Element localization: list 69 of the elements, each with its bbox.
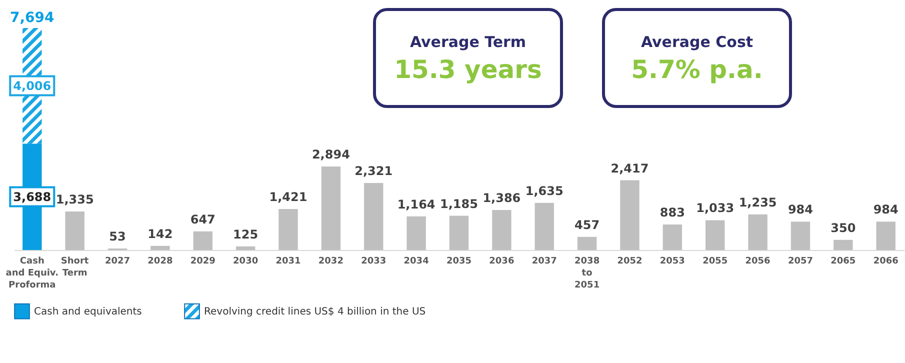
x-tick-label: 2034 <box>404 256 429 266</box>
x-tick-label: 2057 <box>788 256 814 266</box>
data-label: 1,335 <box>56 192 94 206</box>
bar <box>406 216 426 250</box>
data-label: 125 <box>233 227 258 242</box>
x-tick-label: 2032 <box>318 256 344 266</box>
x-tick-label: 2056 <box>745 256 770 266</box>
data-label: 883 <box>660 206 685 220</box>
bar <box>364 183 384 250</box>
data-label: 350 <box>830 220 856 235</box>
data-label: 1,235 <box>738 195 777 210</box>
bar <box>790 222 810 250</box>
data-label: 984 <box>788 202 814 217</box>
annotation: 5.7% p.a. <box>630 55 764 84</box>
bar <box>492 210 512 250</box>
data-label: 4,006 <box>13 78 52 93</box>
x-tick-label: 2027 <box>104 256 130 266</box>
x-tick-label: 2029 <box>190 256 216 266</box>
legend-label: Cash and equivalents <box>34 306 142 318</box>
bar <box>278 208 298 250</box>
data-label: 2,894 <box>312 147 350 162</box>
data-label: 142 <box>148 226 173 241</box>
annotation: Average Cost <box>640 33 754 51</box>
data-label: 3,688 <box>13 190 52 204</box>
annotation: Average Term <box>408 33 528 51</box>
data-label: 2,417 <box>610 161 649 176</box>
x-tick-label: 2052 <box>617 256 642 266</box>
data-label: 647 <box>190 212 216 226</box>
x-tick-label: 2033 <box>361 256 386 266</box>
bar <box>534 202 554 250</box>
bar <box>620 180 640 250</box>
x-tick-label: 2037 <box>532 256 557 266</box>
x-tick-label: 2036 <box>489 256 514 266</box>
legend-label: Revolving credit lines US$ 4 billion in the US <box>204 306 426 318</box>
total-label: 7,694 <box>10 10 55 26</box>
data-label: 1,164 <box>397 197 436 212</box>
data-label: 53 <box>109 229 126 244</box>
data-label: 1,185 <box>440 196 478 211</box>
bar <box>236 246 256 250</box>
data-label: 457 <box>574 218 600 232</box>
x-tick-label: 2053 <box>660 256 685 266</box>
bar <box>706 220 725 250</box>
x-tick-label: 2066 <box>873 256 898 266</box>
data-label: 1,635 <box>525 184 564 198</box>
x-tick-label: 2031 <box>276 256 301 266</box>
x-tick-label: 2065 <box>830 256 856 266</box>
x-tick-label: 2030 <box>233 256 258 266</box>
x-tick-label: 2035 <box>446 256 472 266</box>
bar <box>150 246 170 250</box>
bar <box>748 214 768 250</box>
annotation: 15.3 years <box>393 55 543 84</box>
data-label: 2,321 <box>354 164 393 178</box>
x-tick-label: 2055 <box>702 256 728 266</box>
data-label: 1,386 <box>482 191 521 206</box>
x-tick-label: Short Term <box>60 256 90 278</box>
data-label: 984 <box>873 202 898 217</box>
bar <box>834 240 853 250</box>
bar <box>65 211 84 250</box>
data-label: 1,421 <box>269 190 308 204</box>
x-tick-label: Cash and Equiv. Proforma <box>6 256 58 290</box>
x-tick-label: 2028 <box>148 256 173 266</box>
x-tick-label: 2038 to 2051 <box>574 256 600 290</box>
data-label: 1,033 <box>696 201 734 216</box>
bar <box>321 166 341 250</box>
bar <box>876 222 896 250</box>
bar <box>193 231 212 250</box>
bar <box>577 236 597 250</box>
bar <box>449 216 469 250</box>
bar <box>662 224 682 250</box>
